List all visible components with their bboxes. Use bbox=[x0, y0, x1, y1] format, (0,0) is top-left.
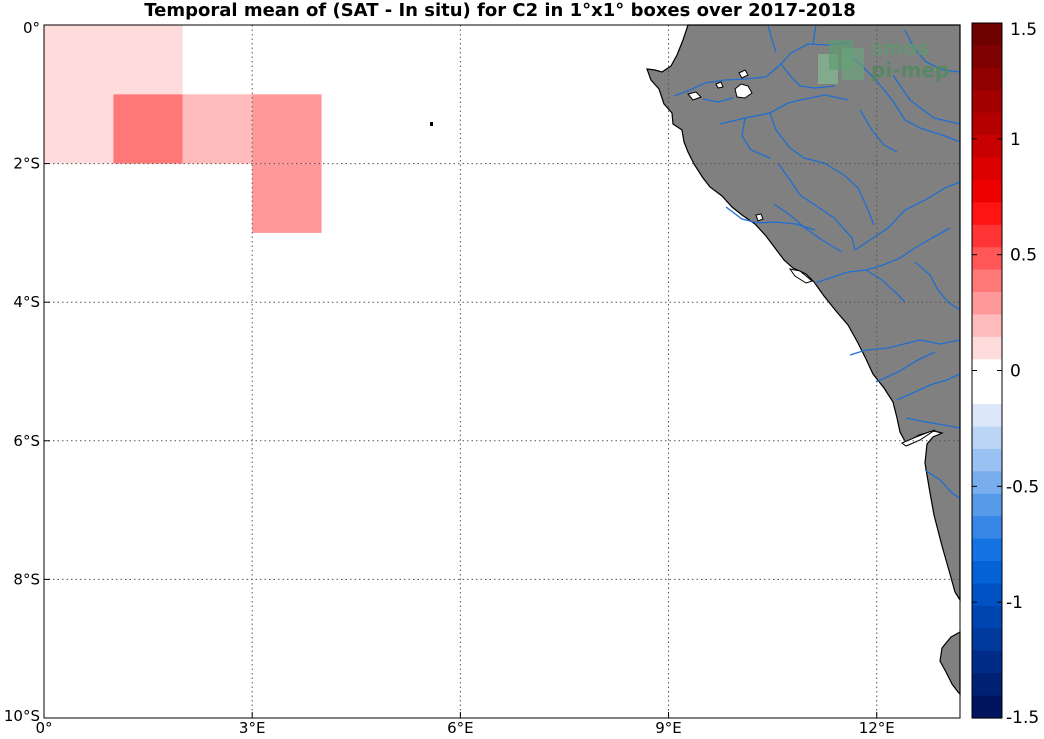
y-tick-label: 2°S bbox=[13, 155, 40, 173]
lagoon bbox=[715, 81, 724, 89]
colorbar-tick-label: 1.5 bbox=[1010, 20, 1037, 40]
colorbar-tick-label: 0.5 bbox=[1010, 246, 1037, 266]
y-tick-label: 8°S bbox=[13, 570, 40, 588]
colorbar-segment bbox=[972, 673, 1002, 697]
colorbar-segment bbox=[972, 448, 1002, 472]
data-box bbox=[113, 94, 183, 164]
data-box bbox=[44, 25, 114, 95]
colorbar-segment bbox=[972, 67, 1002, 91]
colorbar-segment bbox=[972, 650, 1002, 674]
data-boxes bbox=[44, 25, 322, 233]
lagoon bbox=[687, 91, 702, 101]
y-tick-label: 10°S bbox=[4, 707, 40, 725]
colorbar-tick-label: -1.5 bbox=[1006, 708, 1039, 728]
lagoon bbox=[901, 429, 936, 447]
x-tick-label: 6°E bbox=[447, 719, 474, 737]
data-box bbox=[182, 94, 253, 164]
land-mass bbox=[646, 24, 961, 603]
y-tick-label: 6°S bbox=[13, 432, 40, 450]
data-box bbox=[113, 25, 183, 95]
smos-pi-mep-logo: smos pi-mep bbox=[818, 36, 949, 84]
data-box bbox=[252, 163, 322, 233]
lagoon bbox=[734, 83, 753, 99]
data-box bbox=[252, 94, 322, 164]
map-area: smos pi-mep 0° 3°E 6°E 9°E 12°E 0° 2°S 4°S 6°S 8… bbox=[4, 19, 961, 737]
colorbar-segment bbox=[972, 23, 1002, 47]
colorbar-segment bbox=[972, 45, 1002, 69]
colorbar-segment bbox=[972, 561, 1002, 585]
land bbox=[430, 24, 961, 696]
colorbar-segment bbox=[972, 292, 1002, 316]
logo-line2: pi-mep bbox=[871, 58, 949, 82]
colorbar-segment bbox=[972, 516, 1002, 540]
land-southern-tip bbox=[939, 630, 961, 696]
colorbar-tick-label: -0.5 bbox=[1006, 477, 1039, 497]
colorbar-segment bbox=[972, 247, 1002, 271]
colorbar-segment bbox=[972, 202, 1002, 226]
colorbar-segment bbox=[972, 90, 1002, 114]
colorbar-tick-label: 0 bbox=[1010, 362, 1021, 382]
colorbar-segment bbox=[972, 583, 1002, 607]
colorbar-segment bbox=[972, 179, 1002, 203]
colorbar-segment bbox=[972, 605, 1002, 629]
x-tick-label: 3°E bbox=[239, 719, 266, 737]
colorbar-segment bbox=[972, 426, 1002, 450]
island bbox=[430, 122, 433, 126]
colorbar-segment bbox=[972, 112, 1002, 136]
logo-line1: smos bbox=[871, 36, 929, 60]
y-tick-label: 0° bbox=[23, 19, 40, 37]
colorbar-segment bbox=[972, 471, 1002, 495]
colorbar-tick-label: -1 bbox=[1006, 593, 1023, 613]
colorbar-segment bbox=[972, 135, 1002, 159]
x-tick-label: 0° bbox=[35, 719, 52, 737]
data-box bbox=[44, 94, 114, 164]
colorbar-segment bbox=[972, 538, 1002, 562]
colorbar-segment bbox=[972, 381, 1002, 405]
rivers bbox=[673, 24, 961, 499]
colorbar-segment bbox=[972, 628, 1002, 652]
colorbar-segment bbox=[972, 314, 1002, 338]
colorbar-tick-label: 1 bbox=[1010, 130, 1021, 150]
lagoon bbox=[755, 213, 764, 222]
colorbar-segment bbox=[972, 224, 1002, 248]
colorbar-segment bbox=[972, 493, 1002, 517]
lagoon bbox=[788, 268, 814, 284]
colorbar-segment bbox=[972, 157, 1002, 181]
x-tick-label: 12°E bbox=[859, 719, 895, 737]
colorbar-segment bbox=[972, 695, 1002, 719]
colorbar: 1.5 1 0.5 0 -0.5 -1 -1.5 bbox=[971, 20, 1039, 728]
gridlines bbox=[44, 25, 960, 718]
lagoon bbox=[738, 69, 749, 79]
colorbar-segment bbox=[972, 269, 1002, 293]
colorbar-segment bbox=[972, 359, 1002, 383]
colorbar-segment bbox=[972, 336, 1002, 360]
chart-title: Temporal mean of (SAT - In situ) for C2 … bbox=[144, 0, 855, 21]
colorbar-segment bbox=[972, 404, 1002, 428]
y-axis: 0° 2°S 4°S 6°S 8°S 10°S bbox=[4, 19, 50, 725]
x-axis: 0° 3°E 6°E 9°E 12°E bbox=[35, 712, 895, 737]
y-tick-label: 4°S bbox=[13, 293, 40, 311]
map-frame bbox=[43, 24, 961, 719]
x-tick-label: 9°E bbox=[655, 719, 682, 737]
